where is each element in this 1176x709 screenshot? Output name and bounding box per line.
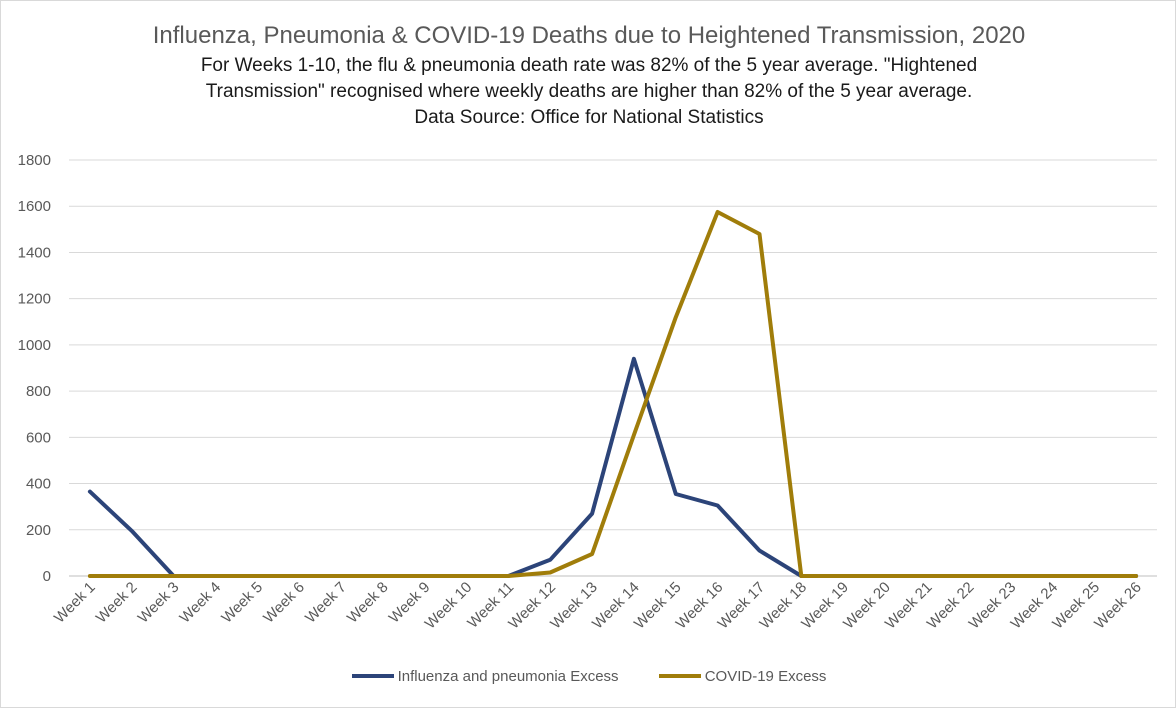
chart-title: Influenza, Pneumonia & COVID-19 Deaths d… [152,22,1026,49]
chart-subtitle-line-2: Transmission" recognised where weekly de… [205,81,973,102]
series-line-covid [87,210,1139,578]
x-tick-label: Week 5 [218,579,266,627]
legend-item-influenza: Influenza and pneumonia Excess [351,667,619,685]
legend-swatch-influenza [351,674,394,678]
legend-label-covid: COVID-19 Excess [704,667,827,685]
y-tick-label: 400 [26,476,51,493]
x-tick-label: Week 8 [344,579,392,627]
x-tick-label: Week 7 [302,579,350,627]
x-tick-label: Week 10 [422,579,476,633]
x-tick-label: Week 2 [93,579,141,627]
y-tick-label: 600 [26,429,51,446]
y-tick-label: 1600 [18,198,51,215]
chart-subtitle-line-3: Data Source: Office for National Statist… [414,107,764,128]
x-tick-label: Week 3 [135,579,183,627]
title-block: Influenza, Pneumonia & COVID-19 Deaths d… [1,19,1176,131]
y-tick-label: 1400 [18,244,51,261]
chart-subtitle-line-1: For Weeks 1-10, the flu & pneumonia deat… [200,55,978,76]
y-tick-label: 0 [43,568,51,585]
x-tick-label: Week 6 [260,579,308,627]
y-tick-label: 1200 [18,291,51,308]
x-tick-label: Week 4 [176,579,224,627]
x-tick-label: Week 1 [51,579,99,627]
x-tick-label: Week 26 [1091,579,1145,633]
y-tick-label: 1800 [18,152,51,169]
y-tick-label: 800 [26,383,51,400]
legend-swatch-covid [658,674,701,678]
legend-item-covid: COVID-19 Excess [658,667,827,685]
legend: Influenza and pneumonia Excess COVID-19 … [1,665,1176,685]
legend-label-influenza: Influenza and pneumonia Excess [397,667,619,685]
y-tick-label: 200 [26,522,51,539]
y-tick-label: 1000 [18,337,51,354]
